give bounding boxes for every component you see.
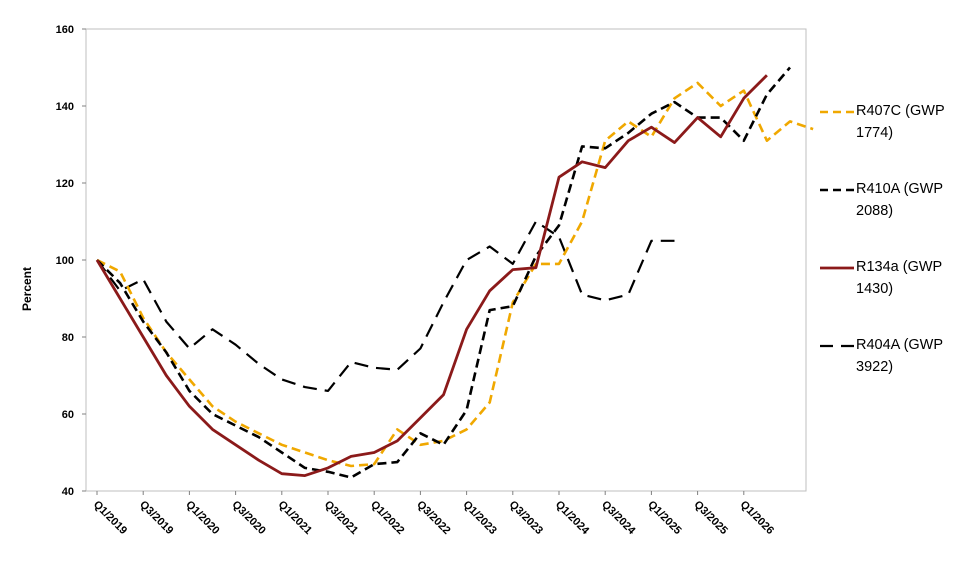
legend-label: R410A (GWP 2088) [856, 181, 943, 219]
plot-border [85, 28, 807, 492]
legend-item: R407C (GWP 1774) [818, 100, 978, 178]
x-tick-label: Q3/2019 [137, 499, 175, 537]
x-tick-label: Q3/2022 [414, 499, 452, 537]
legend-label: R404A (GWP 3922) [856, 337, 943, 375]
series-line-r404a [96, 220, 675, 392]
series-layer [95, 66, 814, 479]
x-tick-label: Q3/2021 [322, 499, 360, 537]
legend: R407C (GWP 1774) R410A (GWP 2088) R134a … [818, 100, 978, 412]
y-tick-label: 60 [62, 409, 74, 421]
x-tick-label: Q1/2023 [460, 499, 498, 537]
legend-label: R134a (GWP 1430) [856, 259, 942, 297]
y-tick-label: 160 [56, 24, 74, 36]
legend-item: R134a (GWP 1430) [818, 256, 978, 334]
legend-swatch-r407c [820, 110, 854, 114]
x-tick-label: Q1/2025 [645, 499, 683, 537]
y-tick-label: 80 [62, 332, 74, 344]
plot-area [85, 28, 807, 492]
x-tick-label: Q3/2024 [599, 499, 638, 538]
series-line-r407c [96, 81, 814, 468]
y-axis-title: Percent [20, 267, 34, 311]
legend-swatch-r134a [820, 266, 854, 270]
x-tick-label: Q1/2022 [368, 499, 406, 537]
y-axis: 40 60 80 100 120 140 160 [56, 24, 86, 498]
x-tick-label: Q3/2020 [229, 499, 267, 537]
legend-swatch-r410a [820, 188, 854, 192]
y-tick-label: 140 [56, 101, 74, 113]
legend-swatch-r404a [820, 344, 854, 348]
x-axis: Q1/2019 Q3/2019 Q1/2020 Q3/2020 Q1/2021 Q3/20… [91, 491, 776, 538]
x-tick-label: Q3/2023 [507, 499, 545, 537]
y-tick-label: 40 [62, 486, 74, 498]
x-tick-label: Q1/2026 [738, 499, 776, 537]
x-tick-label: Q1/2024 [553, 499, 592, 538]
series-line-r134a [95, 74, 768, 478]
x-tick-label: Q1/2019 [91, 499, 129, 537]
x-tick-label: Q1/2020 [183, 499, 221, 537]
x-tick-label: Q3/2025 [691, 499, 729, 537]
legend-item: R410A (GWP 2088) [818, 178, 978, 256]
x-tick-label: Q1/2021 [276, 499, 314, 537]
legend-label: R407C (GWP 1774) [856, 103, 945, 141]
y-tick-label: 120 [56, 178, 74, 190]
legend-item: R404A (GWP 3922) [818, 334, 978, 412]
series-line-r410a [96, 66, 791, 479]
y-tick-label: 100 [56, 255, 74, 267]
